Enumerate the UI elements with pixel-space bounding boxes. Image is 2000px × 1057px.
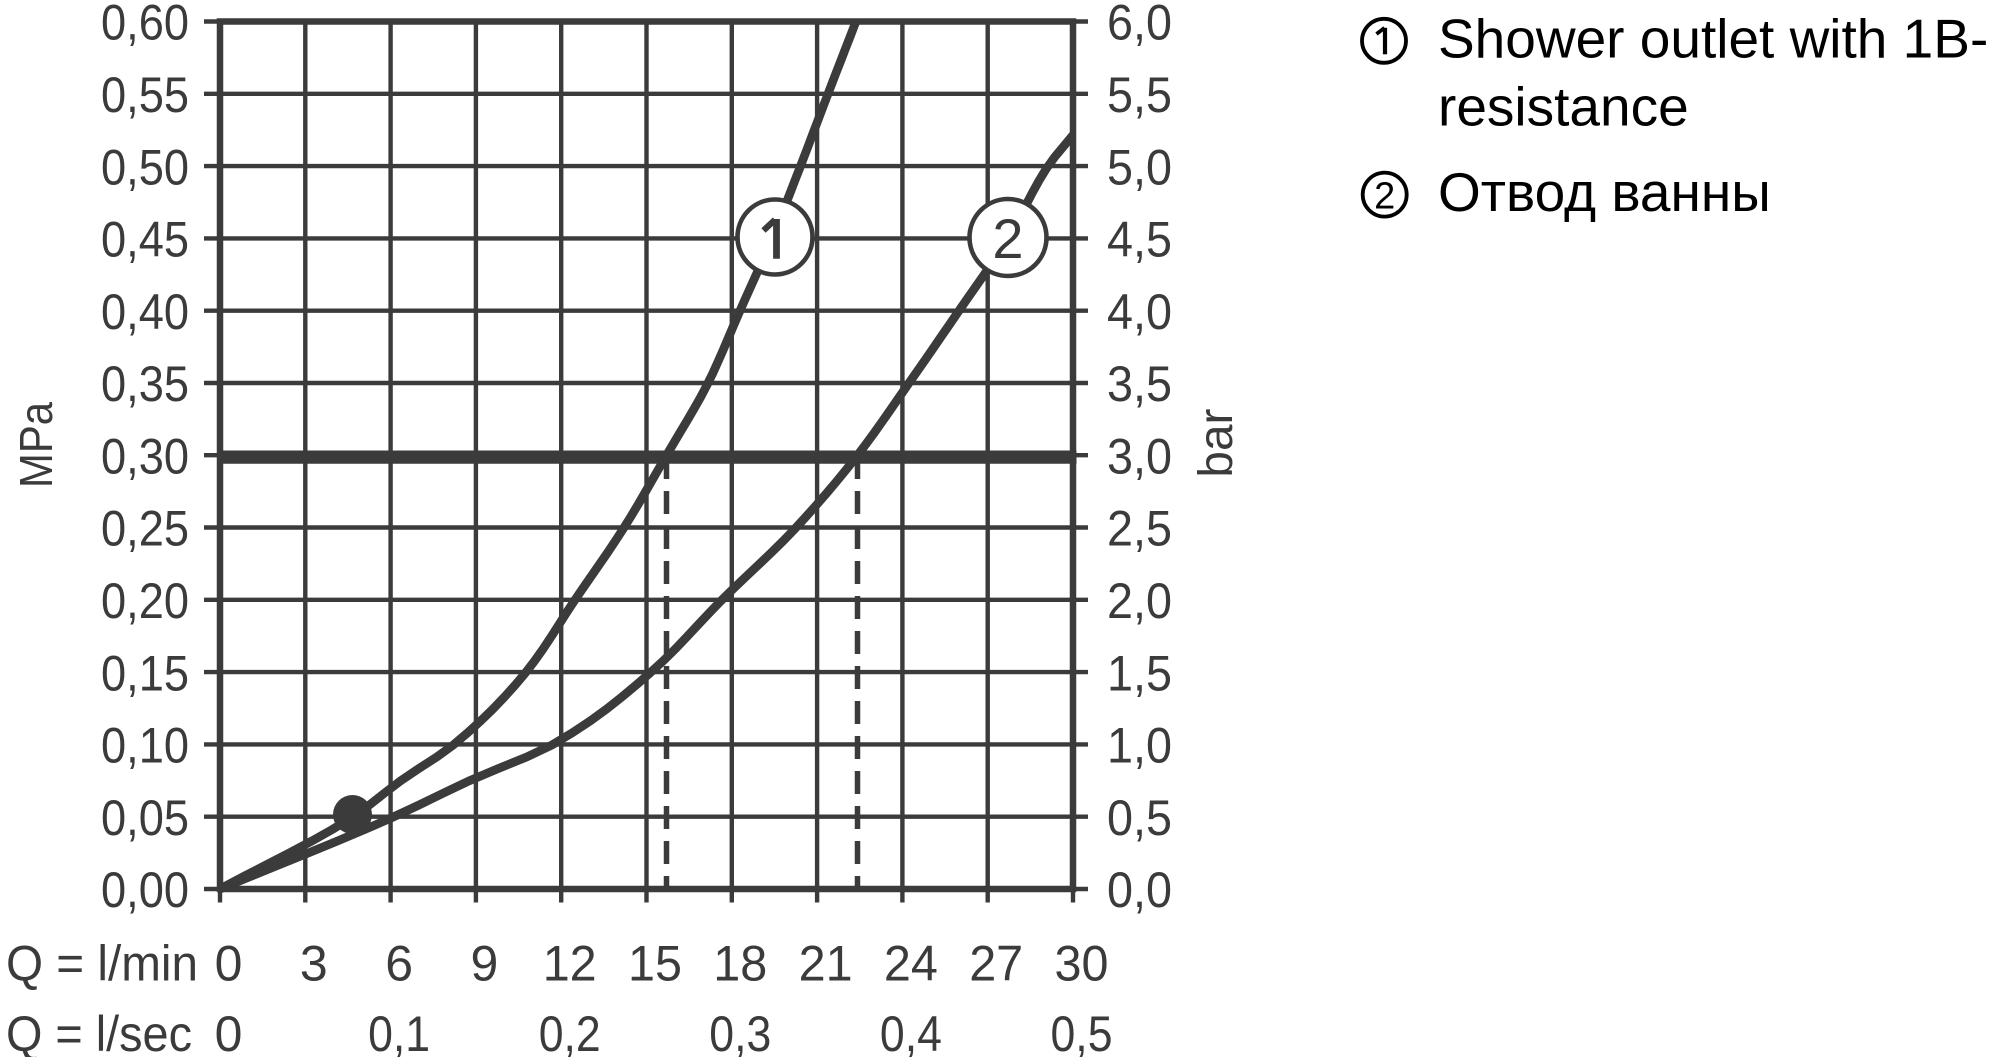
svg-text:5,5: 5,5 (1107, 67, 1172, 123)
svg-text:24: 24 (884, 936, 938, 992)
svg-text:2,0: 2,0 (1107, 573, 1172, 629)
svg-text:0,30: 0,30 (101, 428, 189, 484)
svg-text:6: 6 (385, 936, 413, 992)
svg-text:Q = l/min: Q = l/min (6, 936, 198, 992)
svg-text:0,0: 0,0 (1107, 862, 1172, 918)
svg-text:0,05: 0,05 (101, 790, 189, 846)
svg-text:2,5: 2,5 (1107, 501, 1172, 557)
svg-text:3,5: 3,5 (1107, 356, 1172, 412)
svg-text:0,00: 0,00 (101, 862, 189, 918)
svg-text:0,35: 0,35 (101, 356, 189, 412)
svg-text:0,5: 0,5 (1107, 790, 1172, 846)
svg-text:0,4: 0,4 (880, 1006, 942, 1057)
svg-text:3: 3 (300, 936, 328, 992)
svg-text:0,10: 0,10 (101, 718, 189, 774)
svg-text:21: 21 (799, 936, 853, 992)
svg-text:0,40: 0,40 (101, 284, 189, 340)
svg-text:0,50: 0,50 (101, 139, 189, 195)
svg-text:1,5: 1,5 (1107, 645, 1172, 701)
svg-text:0,55: 0,55 (101, 67, 189, 123)
svg-text:30: 30 (1055, 936, 1109, 992)
svg-text:5,0: 5,0 (1107, 139, 1172, 195)
svg-text:3,0: 3,0 (1107, 428, 1172, 484)
svg-text:0,60: 0,60 (101, 0, 189, 51)
svg-text:6,0: 6,0 (1107, 0, 1172, 51)
svg-text:0,1: 0,1 (368, 1006, 430, 1057)
svg-text:0: 0 (215, 1006, 243, 1057)
svg-text:4,0: 4,0 (1107, 284, 1172, 340)
svg-text:0,45: 0,45 (101, 212, 189, 268)
svg-text:0,15: 0,15 (101, 645, 189, 701)
svg-text:18: 18 (713, 936, 767, 992)
svg-text:0,20: 0,20 (101, 573, 189, 629)
svg-text:9: 9 (470, 936, 498, 992)
svg-text:MPa: MPa (10, 402, 62, 488)
svg-text:27: 27 (969, 936, 1023, 992)
svg-text:0,2: 0,2 (539, 1006, 601, 1057)
svg-text:1,0: 1,0 (1107, 718, 1172, 774)
svg-text:resistance: resistance (1438, 76, 1689, 138)
svg-text:15: 15 (628, 936, 682, 992)
svg-text:0,25: 0,25 (101, 501, 189, 557)
svg-text:Shower outlet with 1B-: Shower outlet with 1B- (1438, 8, 1988, 70)
svg-text:0,3: 0,3 (709, 1006, 771, 1057)
svg-text:0: 0 (215, 936, 243, 992)
svg-text:4,5: 4,5 (1107, 212, 1172, 268)
svg-text:2: 2 (1374, 175, 1395, 217)
svg-text:2: 2 (992, 207, 1023, 270)
svg-text:bar: bar (1190, 409, 1243, 478)
svg-text:Q = l/sec: Q = l/sec (6, 1006, 192, 1057)
svg-text:0,5: 0,5 (1051, 1006, 1113, 1057)
svg-text:12: 12 (543, 936, 597, 992)
svg-text:Отвод ванны: Отвод ванны (1438, 161, 1771, 223)
